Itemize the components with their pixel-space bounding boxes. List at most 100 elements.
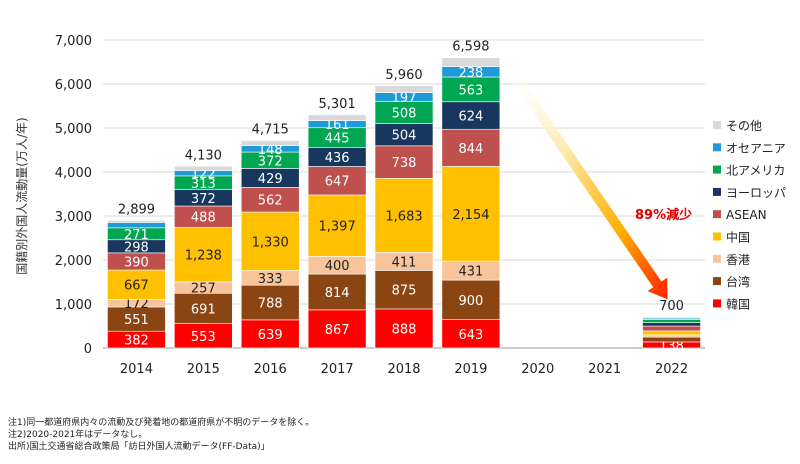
- data-label: 1,330: [252, 235, 289, 250]
- x-tick-label: 2015: [187, 362, 220, 377]
- y-tick-label: 5,000: [55, 122, 92, 137]
- data-label: 508: [392, 106, 417, 121]
- decrease-arrow: [509, 72, 668, 300]
- bar-segment: [174, 227, 233, 283]
- bar-segment: [374, 85, 434, 93]
- bar-segment: [307, 309, 367, 349]
- bar-segment: [441, 166, 501, 262]
- bar-segment: [240, 187, 300, 213]
- bar-segment: [240, 211, 300, 271]
- data-label: 138: [659, 339, 684, 354]
- data-label: 1,238: [185, 249, 222, 264]
- bar-segment: [374, 308, 434, 349]
- decrease-annotation: 89%減少: [509, 72, 692, 300]
- data-label: 445: [325, 132, 350, 147]
- bar-segment: [174, 323, 233, 349]
- x-tick-label: 2021: [588, 362, 621, 377]
- bar-segment: [642, 322, 701, 327]
- bar-segment: [642, 334, 701, 338]
- data-label: 2,154: [452, 208, 489, 223]
- bar-segment: [307, 114, 367, 121]
- data-label: 624: [458, 110, 483, 125]
- data-label: 563: [458, 83, 483, 98]
- bar-segment: [240, 284, 300, 321]
- legend-label: 香港: [726, 253, 750, 267]
- legend-label: ASEAN: [726, 208, 767, 222]
- bar-segment: [374, 177, 434, 253]
- bar-segment: [107, 306, 166, 332]
- data-label: 643: [458, 328, 483, 343]
- data-label: 436: [325, 151, 350, 166]
- data-label: 382: [124, 334, 149, 349]
- data-label: 411: [392, 255, 417, 270]
- bar-segment: [174, 165, 233, 171]
- bar-segment: [642, 316, 701, 319]
- data-label: 122: [191, 167, 216, 182]
- bar-segment: [174, 292, 233, 324]
- y-tick-label: 7,000: [55, 34, 92, 49]
- data-label: 333: [258, 272, 283, 287]
- legend-label: 台湾: [726, 274, 750, 289]
- data-label: 788: [258, 297, 283, 312]
- y-axis-label: 国籍別外国人流動量(万人/年): [14, 117, 29, 274]
- legend-swatch: [713, 232, 721, 241]
- data-label: 313: [191, 177, 216, 192]
- data-label: 639: [258, 328, 283, 343]
- x-tick-label: 2020: [521, 362, 554, 377]
- data-label: 814: [325, 286, 350, 301]
- data-label: 867: [325, 323, 350, 338]
- bar-segment: [107, 222, 166, 229]
- total-label: 2,899: [118, 202, 155, 217]
- decrease-label: 89%減少: [635, 207, 692, 223]
- y-tick-label: 1,000: [55, 298, 92, 313]
- legend-swatch: [713, 143, 721, 152]
- bar-segment: [441, 279, 501, 321]
- data-label: 504: [392, 129, 417, 144]
- y-tick-label: 2,000: [55, 254, 92, 269]
- note-1: 注1)同一都道府県内々の流動及び発着地の都道府県が不明のデータを除く。: [8, 418, 315, 428]
- legend-swatch: [713, 299, 721, 308]
- data-label: 257: [191, 282, 216, 297]
- bar-segment: [642, 325, 701, 332]
- bar-segment: [307, 194, 367, 257]
- data-label: 429: [258, 172, 283, 187]
- note-2: 注2)2020-2021年はデータなし。: [8, 430, 148, 440]
- legend-label: 北アメリカ: [726, 164, 785, 178]
- total-label: 5,960: [385, 68, 422, 83]
- data-label: 431: [458, 265, 483, 280]
- data-label: 562: [258, 194, 283, 209]
- data-label: 161: [325, 118, 350, 133]
- data-label: 738: [392, 156, 417, 171]
- legend-swatch: [713, 121, 721, 129]
- data-label: 148: [258, 143, 283, 158]
- data-label: 900: [458, 294, 483, 309]
- y-tick-label: 3,000: [55, 210, 92, 225]
- data-label: 691: [191, 302, 216, 317]
- data-label: 667: [124, 279, 149, 294]
- bar-segment: [240, 140, 300, 146]
- y-tick-label: 6,000: [55, 78, 92, 93]
- data-label: 488: [191, 211, 216, 226]
- total-label: 5,301: [319, 97, 356, 112]
- legend-label: オセアニア: [726, 141, 786, 155]
- data-label: 197: [392, 91, 417, 106]
- source-note: 出所)国土交通省総合政策局「訪日外国人流動データ(FF-Data)」: [8, 442, 270, 452]
- data-label: 551: [124, 313, 149, 328]
- data-label: 238: [458, 66, 483, 81]
- data-label: 400: [325, 259, 350, 274]
- data-label: 875: [392, 284, 417, 299]
- bar-segment: [107, 269, 166, 300]
- bar-segment: [441, 57, 501, 67]
- legend-swatch: [713, 187, 721, 196]
- x-axis: 2014 2015 2016 2017 2018 2019 2020 2021 2022: [120, 362, 688, 377]
- legend-label: その他: [726, 119, 762, 133]
- x-tick-label: 2017: [321, 362, 354, 377]
- y-axis: 0 1,000 2,000 3,000 4,000 5,000 6,000 7,000: [55, 34, 92, 357]
- bar-segment: [374, 145, 434, 179]
- data-label: 1,397: [319, 220, 356, 235]
- legend-swatch: [713, 210, 721, 219]
- y-tick-label: 0: [84, 342, 92, 357]
- data-label: 553: [191, 330, 216, 345]
